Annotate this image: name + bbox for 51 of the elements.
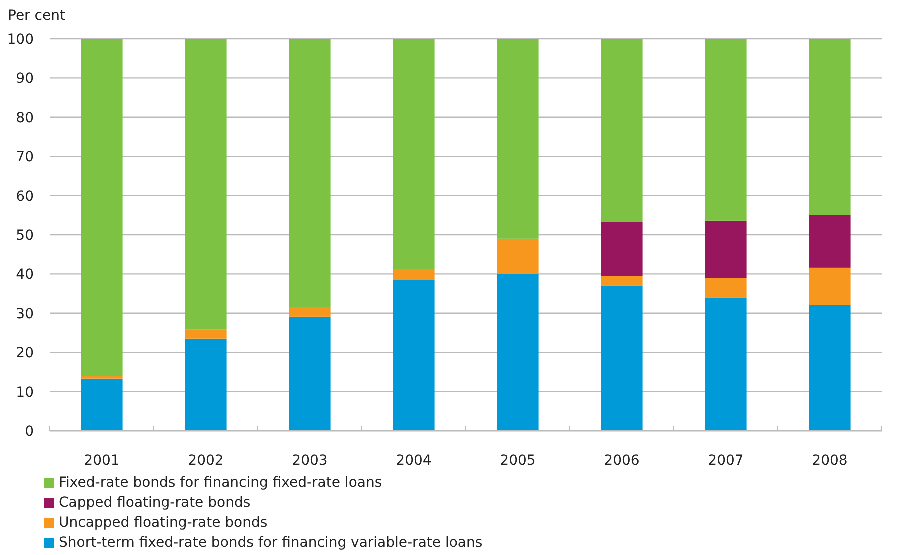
legend-label: Uncapped floating-rate bonds [59, 515, 268, 531]
bar [809, 39, 851, 216]
y-tick-label: 0 [25, 424, 34, 440]
bar [705, 278, 747, 298]
x-tick-label: 2002 [188, 453, 224, 469]
y-tick-label: 30 [16, 306, 34, 322]
bar [601, 39, 643, 222]
bar [393, 280, 435, 431]
bar [705, 39, 747, 221]
bar [705, 220, 747, 278]
y-tick-label: 100 [7, 32, 34, 48]
bar [393, 269, 435, 280]
bar [809, 305, 851, 431]
bar [81, 39, 123, 376]
y-axis-title: Per cent [8, 8, 66, 24]
bar [185, 39, 227, 330]
y-tick-label: 80 [16, 110, 34, 126]
bar [185, 338, 227, 431]
bar [809, 268, 851, 306]
bar [601, 222, 643, 276]
bar [289, 39, 331, 308]
y-tick-label: 40 [16, 267, 34, 284]
bar [185, 330, 227, 339]
bar [497, 238, 539, 274]
bar [289, 307, 331, 317]
x-tick-label: 2001 [84, 453, 120, 469]
y-tick-label: 90 [16, 71, 34, 88]
bar [601, 276, 643, 286]
bar [497, 39, 539, 239]
legend-label: Capped floating-rate bonds [59, 495, 251, 511]
y-tick-label: 70 [16, 150, 34, 166]
x-tick-label: 2004 [396, 453, 432, 469]
legend-label: Short-term fixed-rate bonds for financing variable-rate loans [59, 535, 483, 551]
bar [289, 316, 331, 431]
y-tick-label: 20 [16, 346, 34, 362]
y-tick-label: 60 [16, 188, 34, 205]
x-tick-label: 2006 [604, 453, 640, 469]
bar [81, 376, 123, 379]
x-tick-label: 2005 [500, 453, 536, 469]
bar [393, 39, 435, 270]
bar [601, 286, 643, 431]
y-tick-label: 10 [16, 384, 34, 401]
x-tick-label: 2008 [812, 453, 848, 469]
bar [705, 298, 747, 431]
x-tick-label: 2003 [292, 453, 328, 469]
bar [81, 378, 123, 431]
x-tick-label: 2007 [708, 453, 744, 469]
bar [809, 215, 851, 268]
bar [497, 274, 539, 431]
y-tick-label: 50 [16, 228, 34, 244]
legend-label: Fixed-rate bonds for financing fixed-rate loans [59, 475, 382, 491]
